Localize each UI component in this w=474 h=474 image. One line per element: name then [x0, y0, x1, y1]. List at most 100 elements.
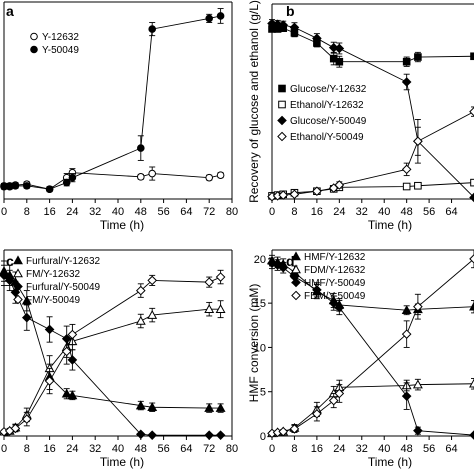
- data-point: [21, 295, 32, 305]
- series-line: [271, 182, 474, 197]
- legend-marker: [278, 100, 286, 109]
- panel-letter: d: [286, 253, 295, 269]
- data-point: [312, 409, 322, 419]
- data-point: [205, 14, 213, 23]
- data-point: [289, 189, 300, 200]
- series-ethanol-y-12632: [268, 178, 474, 200]
- panel-letter: a: [6, 3, 14, 19]
- data-point: [147, 430, 158, 440]
- data-point: [470, 52, 474, 61]
- data-point: [334, 180, 345, 190]
- x-axis-title: Time (h): [368, 455, 412, 469]
- x-tick-label: 16: [43, 206, 55, 218]
- x-tick-label: 56: [157, 206, 169, 218]
- data-point: [469, 106, 474, 117]
- series-fdm-y-50049: [267, 249, 474, 439]
- x-axis-title: Time (h): [100, 455, 144, 469]
- legend-marker: [13, 255, 23, 265]
- x-tick-label: 32: [356, 206, 368, 218]
- x-tick-label: 32: [356, 443, 368, 455]
- data-point: [414, 53, 422, 61]
- data-point: [401, 305, 412, 315]
- data-point: [21, 414, 32, 424]
- data-point: [0, 270, 9, 281]
- x-tick-label: 16: [311, 443, 323, 455]
- data-point: [469, 254, 474, 264]
- y-axis-title: Recovery of glucose and ethanol (g/L): [247, 0, 261, 203]
- x-tick-label: 0: [269, 443, 275, 455]
- x-tick-label: 56: [157, 443, 169, 455]
- legend-entry: Glucose/Y-12632: [290, 84, 367, 95]
- data-point: [469, 378, 474, 388]
- data-point: [148, 169, 156, 178]
- y-tick-label: 10: [254, 342, 266, 354]
- data-point: [10, 423, 21, 434]
- x-tick-label: 16: [311, 206, 323, 218]
- legend-marker: [13, 294, 23, 305]
- data-point: [216, 12, 225, 20]
- x-tick-label: 0: [1, 206, 7, 218]
- legend-entry: FM/Y-50049: [26, 295, 81, 306]
- x-tick-label: 8: [291, 206, 297, 218]
- panel-b: 0 8 16 24 32 40 48 56 64 Time (h) Recovery of gluc…: [247, 0, 474, 232]
- legend-entry: HMF/Y-50049: [304, 278, 366, 289]
- x-tick-label: 48: [135, 443, 147, 455]
- series-hmf-y-50049: [267, 257, 474, 440]
- data-point: [412, 379, 423, 389]
- x-tick-label: 40: [378, 443, 390, 455]
- data-point: [204, 402, 215, 412]
- x-tick-label: 24: [66, 443, 78, 455]
- legend-entry: HMF/Y-12632: [304, 252, 366, 263]
- panel-d: 0 8 16 24 32 40 48 56 64 0 5 10 15 20 Time (h) HMF conv…: [247, 249, 474, 469]
- legend-entry: Y-12632: [42, 32, 79, 43]
- legend-marker: [291, 290, 301, 301]
- legend-marker: [291, 251, 301, 261]
- data-point: [401, 77, 412, 87]
- series-line: [271, 262, 474, 436]
- x-tick-label: 72: [203, 443, 215, 455]
- data-point: [278, 262, 289, 273]
- x-axis-title: Time (h): [368, 218, 412, 232]
- panel-letter: b: [286, 3, 295, 19]
- data-point: [21, 312, 32, 323]
- data-point: [137, 173, 145, 181]
- legend-marker: [291, 264, 301, 274]
- x-tick-label: 40: [112, 206, 124, 218]
- legend-marker: [277, 131, 287, 142]
- x-tick-label: 56: [423, 443, 435, 455]
- legend-marker: [291, 277, 301, 288]
- legend-marker: [277, 115, 287, 126]
- data-point: [135, 285, 146, 296]
- data-point: [335, 57, 344, 66]
- data-point: [147, 309, 158, 319]
- data-point: [334, 388, 345, 399]
- data-point: [61, 346, 72, 357]
- y-tick-label: 20: [254, 254, 266, 266]
- x-tick-label: 72: [203, 206, 215, 218]
- x-tick-label: 56: [423, 206, 435, 218]
- legend-marker: [13, 281, 23, 292]
- panel-c: 0 8 16 24 32 40 48 56 64 72 80 Time (h) Furfural/Y-1…: [0, 249, 238, 469]
- data-point: [137, 144, 145, 152]
- x-tick-label: 8: [24, 443, 30, 455]
- x-tick-label: 40: [112, 443, 124, 455]
- data-point: [334, 43, 345, 54]
- data-point: [272, 260, 283, 270]
- data-point: [216, 171, 225, 179]
- data-point: [413, 425, 423, 436]
- series-line: [271, 258, 474, 434]
- data-point: [44, 324, 55, 335]
- x-tick-label: 64: [180, 206, 192, 218]
- x-tick-label: 0: [269, 206, 275, 218]
- data-point: [401, 329, 412, 339]
- data-point: [312, 285, 322, 295]
- y-tick-label: 15: [254, 298, 266, 310]
- x-tick-label: 80: [226, 443, 238, 455]
- data-point: [278, 190, 289, 200]
- data-point: [402, 182, 411, 191]
- series-y-12632: [0, 166, 225, 193]
- data-point: [204, 304, 215, 313]
- data-point: [204, 430, 215, 440]
- series-line: [271, 383, 474, 434]
